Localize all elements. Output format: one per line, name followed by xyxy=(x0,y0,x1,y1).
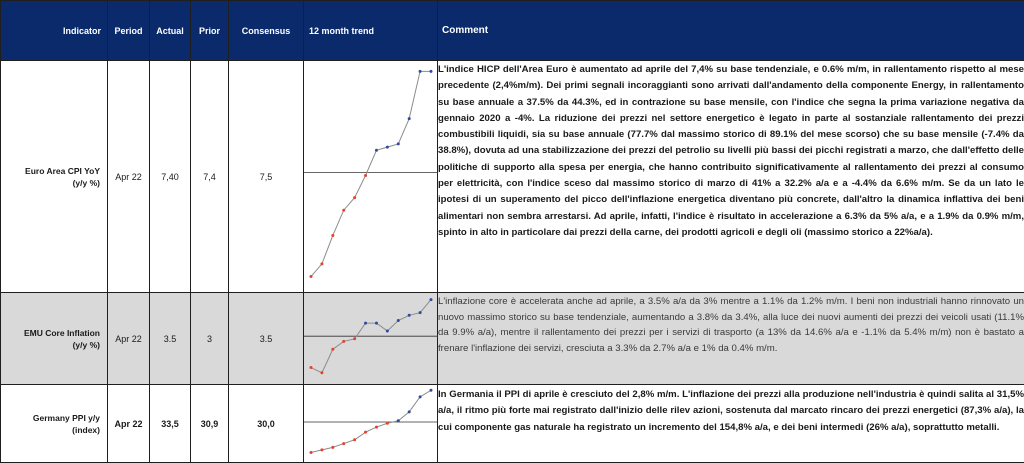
trend-sparkline xyxy=(304,385,438,460)
trend-point xyxy=(331,234,334,237)
trend-point xyxy=(342,209,345,212)
period-cell: Apr 22 xyxy=(108,385,150,463)
prior-cell: 7,4 xyxy=(191,61,229,293)
header-trend: 12 month trend xyxy=(304,1,438,61)
trend-cell xyxy=(304,385,438,463)
trend-point xyxy=(419,70,422,73)
trend-point xyxy=(408,117,411,120)
comment-cell: In Germania il PPI di aprile è cresciuto… xyxy=(438,385,1024,463)
trend-point xyxy=(310,275,313,278)
trend-point xyxy=(375,322,378,325)
trend-point xyxy=(364,174,367,177)
trend-sparkline xyxy=(304,293,438,383)
consensus-cell: 7,5 xyxy=(229,61,304,293)
trend-line xyxy=(311,71,431,276)
trend-point xyxy=(353,337,356,340)
comment-cell: L'indice HICP dell'Area Euro è aumentato… xyxy=(438,61,1024,293)
indicator-unit: (y/y %) xyxy=(1,339,100,351)
trend-point xyxy=(353,196,356,199)
trend-cell xyxy=(304,61,438,293)
table-row: Euro Area CPI YoY (y/y %) Apr 22 7,40 7,… xyxy=(1,61,1024,293)
indicator-cell: EMU Core Inflation (y/y %) xyxy=(1,293,108,385)
actual-cell: 33,5 xyxy=(150,385,191,463)
table-row: EMU Core Inflation (y/y %) Apr 22 3.5 3 … xyxy=(1,293,1024,385)
trend-point xyxy=(430,389,433,392)
trend-sparkline xyxy=(304,61,438,291)
indicator-unit: (y/y %) xyxy=(1,177,100,189)
trend-point xyxy=(386,329,389,332)
trend-point xyxy=(310,451,313,454)
trend-line xyxy=(311,390,431,452)
prior-cell: 30,9 xyxy=(191,385,229,463)
trend-cell xyxy=(304,293,438,385)
actual-cell: 3.5 xyxy=(150,293,191,385)
comment-cell: L'inflazione core è accelerata anche ad … xyxy=(438,293,1024,385)
trend-point xyxy=(419,311,422,314)
trend-point xyxy=(397,142,400,145)
consensus-cell: 3.5 xyxy=(229,293,304,385)
trend-point xyxy=(320,371,323,374)
trend-point xyxy=(397,419,400,422)
trend-point xyxy=(419,395,422,398)
indicator-cell: Euro Area CPI YoY (y/y %) xyxy=(1,61,108,293)
period-cell: Apr 22 xyxy=(108,61,150,293)
period-cell: Apr 22 xyxy=(108,293,150,385)
indicator-cell: Germany PPI y/y (index) xyxy=(1,385,108,463)
trend-point xyxy=(375,149,378,152)
consensus-cell: 30,0 xyxy=(229,385,304,463)
trend-point xyxy=(408,314,411,317)
trend-point xyxy=(397,319,400,322)
trend-point xyxy=(430,298,433,301)
indicator-unit: (index) xyxy=(1,424,100,436)
actual-cell: 7,40 xyxy=(150,61,191,293)
header-row: Indicator Period Actual Prior Consensus … xyxy=(1,1,1024,61)
trend-point xyxy=(386,146,389,149)
trend-point xyxy=(320,262,323,265)
indicator-name: Germany PPI y/y xyxy=(1,412,100,424)
trend-point xyxy=(342,442,345,445)
trend-point xyxy=(364,322,367,325)
trend-point xyxy=(386,422,389,425)
indicator-name: EMU Core Inflation xyxy=(1,327,100,339)
header-indicator: Indicator xyxy=(1,1,108,61)
trend-point xyxy=(331,348,334,351)
trend-point xyxy=(342,340,345,343)
trend-point xyxy=(375,426,378,429)
trend-point xyxy=(320,448,323,451)
header-consensus: Consensus xyxy=(229,1,304,61)
indicator-name: Euro Area CPI YoY xyxy=(1,165,100,177)
trend-point xyxy=(353,438,356,441)
header-prior: Prior xyxy=(191,1,229,61)
trend-point xyxy=(331,446,334,449)
trend-point xyxy=(364,431,367,434)
header-comment: Comment xyxy=(438,1,1024,61)
header-actual: Actual xyxy=(150,1,191,61)
table-row: Germany PPI y/y (index) Apr 22 33,5 30,9… xyxy=(1,385,1024,463)
header-period: Period xyxy=(108,1,150,61)
prior-cell: 3 xyxy=(191,293,229,385)
trend-point xyxy=(310,366,313,369)
trend-point xyxy=(408,410,411,413)
trend-point xyxy=(430,70,433,73)
